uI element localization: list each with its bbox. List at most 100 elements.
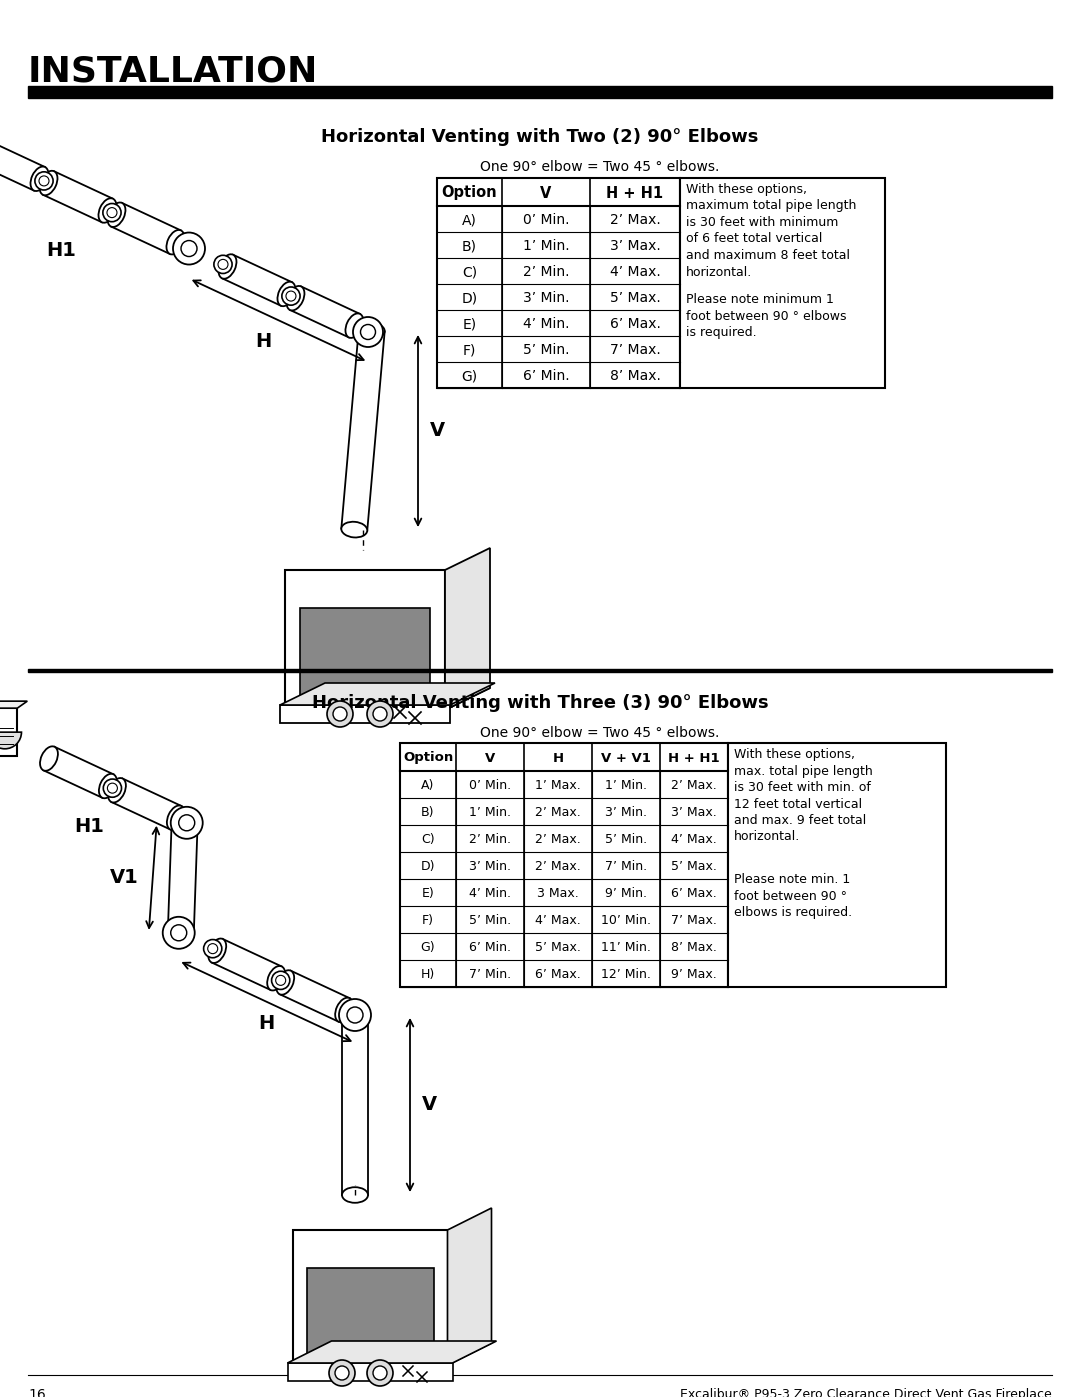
Circle shape xyxy=(347,1007,363,1023)
Circle shape xyxy=(327,701,353,726)
Polygon shape xyxy=(212,939,282,990)
Bar xyxy=(437,177,680,388)
Text: V: V xyxy=(422,1095,437,1115)
Text: 7’ Min.: 7’ Min. xyxy=(469,968,511,981)
Circle shape xyxy=(35,172,53,190)
Text: E): E) xyxy=(421,887,434,900)
Text: Option: Option xyxy=(442,186,497,201)
Circle shape xyxy=(367,1361,393,1386)
Circle shape xyxy=(282,286,300,305)
Bar xyxy=(307,1268,433,1355)
Ellipse shape xyxy=(342,1007,368,1023)
Text: 11’ Min.: 11’ Min. xyxy=(602,942,651,954)
Bar xyxy=(285,570,445,710)
Circle shape xyxy=(339,999,372,1031)
Text: 5’ Max.: 5’ Max. xyxy=(535,942,581,954)
Circle shape xyxy=(218,260,228,270)
Text: H + H1: H + H1 xyxy=(607,186,663,201)
Text: With these options,
max. total pipe length
is 30 feet with min. of
12 feet total: With these options, max. total pipe leng… xyxy=(734,747,873,844)
Text: 4’ Min.: 4’ Min. xyxy=(523,317,569,331)
Bar xyxy=(28,669,1052,672)
Text: 1’ Min.: 1’ Min. xyxy=(469,806,511,819)
Circle shape xyxy=(207,943,218,954)
Bar xyxy=(728,743,946,988)
Bar xyxy=(400,743,728,988)
Polygon shape xyxy=(43,172,113,222)
Text: H): H) xyxy=(421,968,435,981)
Text: B): B) xyxy=(462,239,477,253)
Text: 5’ Min.: 5’ Min. xyxy=(605,833,647,847)
Text: B): B) xyxy=(421,806,435,819)
Circle shape xyxy=(329,1361,355,1386)
Text: V + V1: V + V1 xyxy=(602,752,651,764)
Circle shape xyxy=(104,780,122,798)
Text: H: H xyxy=(259,1014,275,1032)
Text: 2’ Max.: 2’ Max. xyxy=(671,780,717,792)
Ellipse shape xyxy=(341,521,367,538)
Ellipse shape xyxy=(335,997,353,1023)
Text: 2’ Max.: 2’ Max. xyxy=(535,806,581,819)
Ellipse shape xyxy=(208,939,226,963)
Polygon shape xyxy=(447,1208,491,1365)
Circle shape xyxy=(353,317,383,346)
Polygon shape xyxy=(111,778,181,830)
Polygon shape xyxy=(280,683,495,705)
Wedge shape xyxy=(0,732,22,749)
Text: 1’ Min.: 1’ Min. xyxy=(523,239,569,253)
Circle shape xyxy=(103,204,121,222)
Text: 1’ Max.: 1’ Max. xyxy=(535,780,581,792)
Text: C): C) xyxy=(462,265,477,279)
Polygon shape xyxy=(341,330,384,531)
Circle shape xyxy=(333,707,347,721)
Circle shape xyxy=(361,324,376,339)
Polygon shape xyxy=(0,701,27,708)
Circle shape xyxy=(367,701,393,726)
Ellipse shape xyxy=(40,746,58,771)
Text: 4’ Max.: 4’ Max. xyxy=(609,265,660,279)
Ellipse shape xyxy=(30,166,49,191)
Ellipse shape xyxy=(346,313,363,338)
Polygon shape xyxy=(291,286,360,338)
Text: 2’ Max.: 2’ Max. xyxy=(535,861,581,873)
Circle shape xyxy=(178,814,194,831)
Text: 3’ Max.: 3’ Max. xyxy=(609,239,660,253)
Text: Option: Option xyxy=(403,752,454,764)
Text: A): A) xyxy=(462,212,477,226)
Text: G): G) xyxy=(421,942,435,954)
Ellipse shape xyxy=(167,806,185,830)
Bar xyxy=(680,177,885,388)
Polygon shape xyxy=(222,254,292,306)
Ellipse shape xyxy=(359,323,384,338)
Text: D): D) xyxy=(421,861,435,873)
Ellipse shape xyxy=(218,254,237,279)
Text: 2’ Min.: 2’ Min. xyxy=(469,833,511,847)
Text: 0’ Min.: 0’ Min. xyxy=(523,212,569,226)
Ellipse shape xyxy=(286,286,305,310)
Ellipse shape xyxy=(172,814,198,831)
Circle shape xyxy=(107,784,118,793)
Text: 6’ Max.: 6’ Max. xyxy=(535,968,581,981)
Text: V: V xyxy=(485,752,495,764)
Bar xyxy=(28,87,1052,98)
Text: 3’ Min.: 3’ Min. xyxy=(469,861,511,873)
Text: 3 Max.: 3 Max. xyxy=(537,887,579,900)
Text: 7’ Max.: 7’ Max. xyxy=(609,344,660,358)
Polygon shape xyxy=(287,1341,497,1363)
Ellipse shape xyxy=(278,282,296,306)
Circle shape xyxy=(173,232,205,264)
Text: 8’ Max.: 8’ Max. xyxy=(671,942,717,954)
Bar xyxy=(280,705,450,724)
Text: F): F) xyxy=(422,914,434,928)
Circle shape xyxy=(335,1366,349,1380)
Text: H1: H1 xyxy=(75,817,105,837)
Text: One 90° elbow = Two 45 ° elbows.: One 90° elbow = Two 45 ° elbows. xyxy=(481,726,719,740)
Polygon shape xyxy=(43,747,113,798)
Ellipse shape xyxy=(99,774,117,798)
Ellipse shape xyxy=(108,778,126,802)
Polygon shape xyxy=(342,1016,368,1194)
Ellipse shape xyxy=(276,971,294,995)
Text: F): F) xyxy=(463,344,476,358)
Circle shape xyxy=(171,807,203,838)
Text: 5’ Max.: 5’ Max. xyxy=(609,291,660,305)
Text: 4’ Max.: 4’ Max. xyxy=(671,833,717,847)
